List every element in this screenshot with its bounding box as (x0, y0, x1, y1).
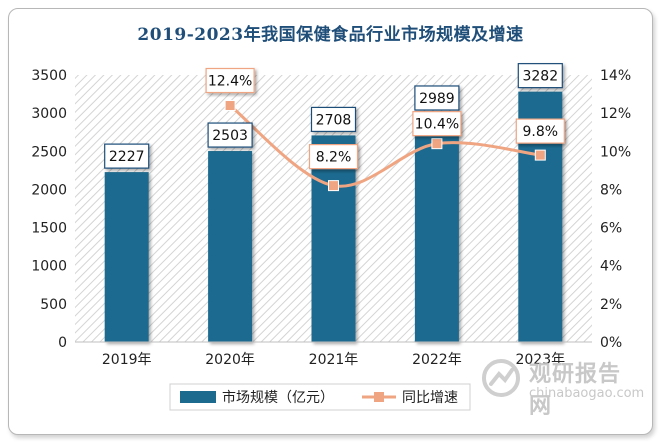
bar-label-box (414, 85, 460, 111)
line-value-label: 9.8% (523, 124, 559, 140)
x-tick-label: 2021年 (309, 352, 359, 368)
y-right-tick-label: 8% (600, 182, 622, 198)
bar-value-label: 2708 (316, 112, 352, 128)
line-label-box (205, 67, 255, 94)
growth-point (534, 149, 546, 161)
x-tick-label: 2023年 (515, 352, 565, 368)
watermark: 观研报告网 chinabaogao.com (481, 354, 645, 419)
y-right-tick-label: 4% (600, 259, 622, 275)
y-right-tick-label: 10% (600, 144, 631, 160)
legend-bar-swatch (180, 391, 216, 403)
bar-2022年 (414, 113, 459, 343)
y-right-tick-label: 0% (600, 335, 622, 351)
watermark-text: 观研报告网 (529, 362, 622, 419)
y-left-tick-label: 2500 (31, 144, 67, 160)
line-label-box (308, 144, 359, 170)
bar-label-box (310, 106, 357, 133)
legend-line-marker (374, 392, 384, 402)
legend-line-label: 同比增速 (402, 390, 458, 406)
line-label-box (412, 111, 462, 137)
y-left-tick-label: 2000 (31, 182, 67, 198)
x-tick-label: 2020年 (205, 352, 255, 368)
bar-2019年 (104, 172, 149, 342)
line-label-box (515, 118, 565, 144)
y-left-tick-label: 0 (58, 335, 67, 351)
line-value-label: 8.2% (316, 150, 352, 166)
line-value-label: 10.4% (415, 117, 459, 133)
y-right-tick-label: 2% (600, 297, 622, 313)
y-left-tick-label: 3000 (31, 106, 67, 122)
bar-label-box (104, 143, 150, 169)
y-left-tick-label: 3500 (31, 68, 67, 84)
legend-box (169, 383, 471, 411)
y-right-tick-label: 14% (600, 68, 631, 84)
chart-title: 2019-2023年我国保健食品行业市场规模及增速 (137, 25, 524, 45)
line-value-label: 12.4% (208, 74, 252, 90)
bar-value-label: 2989 (419, 91, 455, 107)
watermark-url: chinabaogao.com (529, 386, 645, 401)
bar-label-box (517, 63, 563, 89)
growth-point (224, 100, 236, 112)
bar-label-box (207, 122, 253, 148)
legend-bar-label: 市场规模（亿元） (222, 389, 334, 406)
x-tick-label: 2022年 (412, 352, 462, 368)
watermark-logo-icon (482, 359, 520, 397)
y-left-tick-label: 500 (40, 297, 67, 313)
growth-point (431, 138, 443, 150)
y-right-tick-label: 6% (600, 221, 622, 237)
y-left-tick-label: 1000 (31, 259, 67, 275)
y-right-tick-label: 12% (600, 106, 631, 122)
x-tick-label: 2019年 (102, 352, 152, 368)
bar-value-label: 2503 (212, 128, 248, 144)
growth-point (328, 180, 339, 192)
growth-line (229, 104, 541, 188)
bar-2021年 (311, 135, 356, 342)
y-left-tick-label: 1500 (31, 221, 67, 237)
bar-2020年 (208, 151, 253, 342)
bar-value-label: 2227 (109, 149, 145, 165)
bar-value-label: 3282 (522, 69, 558, 85)
